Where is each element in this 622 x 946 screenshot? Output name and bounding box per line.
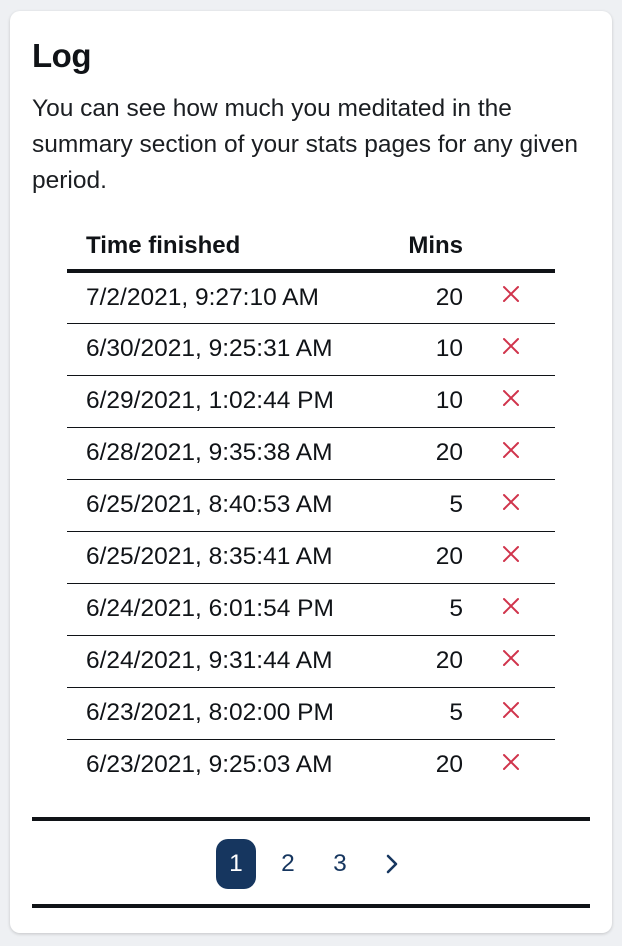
row-mins: 5 xyxy=(385,583,463,636)
close-x-icon xyxy=(503,545,519,562)
row-time-finished: 6/28/2021, 9:35:38 AM xyxy=(67,427,385,480)
close-x-icon xyxy=(503,337,519,354)
row-delete-cell xyxy=(463,739,555,791)
row-delete-cell xyxy=(463,271,555,324)
close-x-icon xyxy=(503,286,519,303)
close-x-icon xyxy=(503,389,519,406)
row-mins: 20 xyxy=(385,271,463,324)
delete-entry-button[interactable] xyxy=(499,438,523,462)
delete-entry-button[interactable] xyxy=(499,282,523,306)
table-row: 7/2/2021, 9:27:10 AM 20 xyxy=(67,271,555,324)
row-time-finished: 6/29/2021, 1:02:44 PM xyxy=(67,375,385,428)
page-title: Log xyxy=(32,37,91,74)
row-time-finished: 6/23/2021, 8:02:00 PM xyxy=(67,687,385,740)
row-time-finished: 6/25/2021, 8:35:41 AM xyxy=(67,531,385,584)
row-delete-cell xyxy=(463,583,555,636)
row-time-finished: 6/25/2021, 8:40:53 AM xyxy=(67,479,385,532)
page-button-3[interactable]: 3 xyxy=(333,850,347,877)
row-time-finished: 6/24/2021, 6:01:54 PM xyxy=(67,583,385,636)
close-x-icon xyxy=(503,649,519,666)
log-card: Log You can see how much you meditated i… xyxy=(10,11,612,933)
row-mins: 20 xyxy=(385,531,463,584)
log-table-body: 7/2/2021, 9:27:10 AM 20 6/30/2021, 9:25:31… xyxy=(67,271,555,791)
close-x-icon xyxy=(503,493,519,510)
row-mins: 5 xyxy=(385,479,463,532)
table-row: 6/29/2021, 1:02:44 PM 10 xyxy=(67,375,555,428)
table-row: 6/30/2021, 9:25:31 AM 10 xyxy=(67,323,555,376)
close-x-icon xyxy=(503,597,519,614)
page-button-1[interactable]: 1 xyxy=(216,839,256,889)
pagination-bottom-divider xyxy=(32,904,590,908)
delete-entry-button[interactable] xyxy=(499,334,523,358)
row-mins: 10 xyxy=(385,375,463,428)
delete-entry-button[interactable] xyxy=(499,750,523,774)
table-row: 6/23/2021, 8:02:00 PM 5 xyxy=(67,687,555,740)
log-table: Time finished Mins 7/2/2021, 9:27:10 AM 2… xyxy=(67,223,555,791)
table-header-row: Time finished Mins xyxy=(67,223,555,273)
chevron-right-icon xyxy=(386,854,398,874)
row-delete-cell xyxy=(463,479,555,532)
row-time-finished: 6/30/2021, 9:25:31 AM xyxy=(67,323,385,376)
delete-entry-button[interactable] xyxy=(499,594,523,618)
row-time-finished: 7/2/2021, 9:27:10 AM xyxy=(67,271,385,324)
pagination-top-divider xyxy=(32,817,590,821)
row-delete-cell xyxy=(463,427,555,480)
log-description: You can see how much you meditated in th… xyxy=(32,95,579,194)
close-x-icon xyxy=(503,753,519,770)
delete-entry-button[interactable] xyxy=(499,698,523,722)
delete-entry-button[interactable] xyxy=(499,490,523,514)
table-row: 6/28/2021, 9:35:38 AM 20 xyxy=(67,427,555,480)
table-row: 6/25/2021, 8:40:53 AM 5 xyxy=(67,479,555,532)
delete-entry-button[interactable] xyxy=(499,386,523,410)
row-time-finished: 6/24/2021, 9:31:44 AM xyxy=(67,635,385,688)
row-mins: 20 xyxy=(385,427,463,480)
close-x-icon xyxy=(503,701,519,718)
row-delete-cell xyxy=(463,375,555,428)
row-time-finished: 6/23/2021, 9:25:03 AM xyxy=(86,751,333,779)
row-delete-cell xyxy=(463,687,555,740)
table-row: 6/24/2021, 6:01:54 PM 5 xyxy=(67,583,555,636)
table-row: 6/23/2021, 9:25:03 AM 20 xyxy=(67,739,555,791)
delete-entry-button[interactable] xyxy=(499,646,523,670)
row-delete-cell xyxy=(463,531,555,584)
page-button-2[interactable]: 2 xyxy=(281,850,295,877)
header-mins: Mins xyxy=(385,223,463,273)
table-row: 6/25/2021, 8:35:41 AM 20 xyxy=(67,531,555,584)
table-row: 6/24/2021, 9:31:44 AM 20 xyxy=(67,635,555,688)
row-mins: 20 xyxy=(435,751,463,779)
delete-entry-button[interactable] xyxy=(499,542,523,566)
row-mins: 10 xyxy=(385,323,463,376)
header-delete xyxy=(463,223,555,273)
row-delete-cell xyxy=(463,635,555,688)
row-mins: 20 xyxy=(385,635,463,688)
header-time-finished: Time finished xyxy=(67,223,385,273)
row-mins: 5 xyxy=(385,687,463,740)
next-page-button[interactable] xyxy=(372,839,412,889)
row-delete-cell xyxy=(463,323,555,376)
close-x-icon xyxy=(503,441,519,458)
